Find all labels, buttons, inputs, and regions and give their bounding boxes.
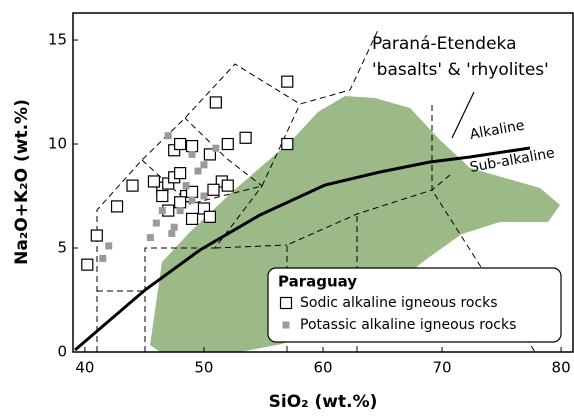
data-point xyxy=(90,229,103,242)
data-point xyxy=(152,219,160,227)
data-point xyxy=(99,254,107,262)
x-tick-label: 40 xyxy=(75,359,94,377)
y-axis-label: Na₂O+K₂O (wt.%) xyxy=(12,99,32,265)
data-point xyxy=(105,242,113,250)
x-axis-label: SiO₂ (wt.%) xyxy=(269,392,378,412)
legend-title: Paraguay xyxy=(278,273,357,291)
data-point xyxy=(170,223,178,231)
annotation: Alkaline xyxy=(469,118,526,143)
data-point xyxy=(209,96,222,109)
data-point xyxy=(200,192,208,200)
y-tick-label: 5 xyxy=(57,239,67,257)
data-point xyxy=(200,161,208,169)
data-point xyxy=(182,182,190,190)
data-point xyxy=(203,148,217,161)
legend-marker xyxy=(279,296,293,310)
data-point xyxy=(239,131,252,144)
data-point xyxy=(174,196,187,209)
legend-label: Sodic alkaline igneous rocks xyxy=(300,295,498,311)
data-point xyxy=(176,207,184,215)
data-point xyxy=(168,229,176,237)
legend-marker xyxy=(282,321,290,329)
data-point xyxy=(174,137,187,151)
data-point xyxy=(156,189,169,203)
legend-label: Potassic alkaline igneous rocks xyxy=(300,317,516,333)
data-point xyxy=(203,210,217,223)
data-point xyxy=(194,167,202,175)
annotation: 'basalts' & 'rhyolites' xyxy=(372,60,549,80)
legend-box xyxy=(267,267,562,343)
legend: Paraguay Sodic alkaline igneous rocks Pot… xyxy=(267,267,562,343)
data-point xyxy=(188,150,196,158)
data-point xyxy=(281,137,294,151)
data-point xyxy=(164,132,172,140)
alkaline-subalkaline-line xyxy=(74,146,531,352)
data-point xyxy=(281,75,294,88)
data-point xyxy=(207,183,220,196)
data-point xyxy=(174,167,187,180)
x-tick-label: 80 xyxy=(552,359,571,377)
y-tick-label: 15 xyxy=(48,31,67,49)
data-point xyxy=(221,137,234,151)
data-point xyxy=(146,234,154,242)
data-point xyxy=(185,140,199,153)
annotation: Paraná-Etendeka xyxy=(372,34,517,54)
x-tick-label: 50 xyxy=(194,359,213,377)
x-tick-label: 70 xyxy=(433,359,452,377)
data-point xyxy=(188,196,196,204)
annotation-leader xyxy=(451,91,475,139)
data-point xyxy=(110,200,124,213)
data-point xyxy=(212,144,220,152)
data-point xyxy=(221,179,234,192)
x-tick-label: 60 xyxy=(313,359,332,377)
y-tick-label: 10 xyxy=(48,135,67,153)
data-point xyxy=(126,179,139,192)
y-tick-label: 0 xyxy=(57,343,67,361)
data-point xyxy=(185,212,199,225)
data-point xyxy=(158,207,166,215)
data-point xyxy=(81,258,94,271)
data-point xyxy=(147,175,161,188)
